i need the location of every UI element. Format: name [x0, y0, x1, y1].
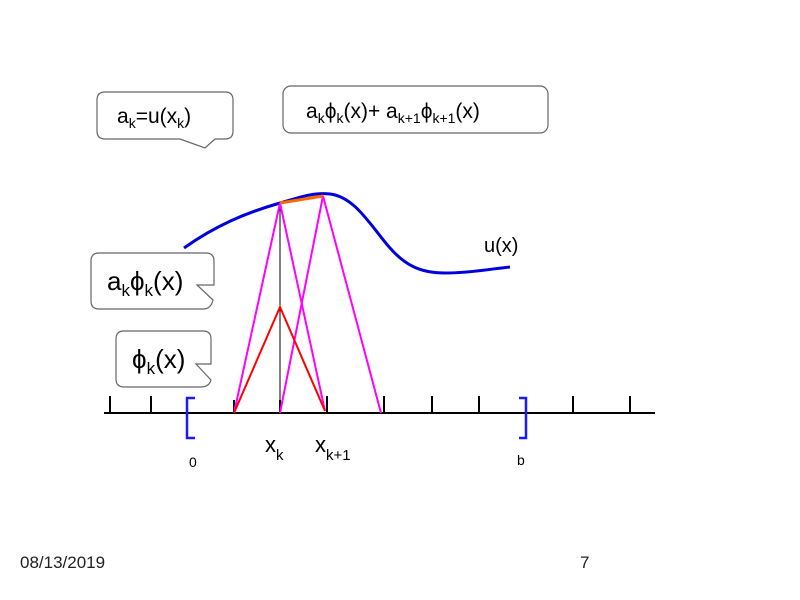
svg-text:ϕk(x): ϕk(x) [132, 344, 185, 378]
left-bracket [185, 396, 195, 440]
callout-combination: akϕk(x)+ ak+1ϕk+1(x) [282, 85, 549, 134]
page-number: 7 [580, 553, 590, 572]
curve-label: u(x) [484, 235, 518, 257]
hat-function-k1 [279, 195, 382, 414]
interpolant-segment [279, 194, 324, 205]
label-xk: xk [265, 432, 284, 464]
svg-text:akϕk(x)+ ak+1ϕk+1(x): akϕk(x)+ ak+1ϕk+1(x) [306, 100, 480, 126]
svg-text:akϕk(x): akϕk(x) [107, 266, 183, 300]
label-b: b [517, 452, 525, 468]
callout-coefficient: ak=u(xk) [96, 91, 234, 149]
u-curve [183, 192, 511, 275]
right-bracket [519, 396, 528, 440]
label-zero: 0 [189, 454, 197, 470]
callout-scaled-basis: akϕk(x) [90, 252, 215, 310]
basis-function-k [233, 304, 326, 414]
callout-basis: ϕk(x) [115, 330, 212, 388]
footer-date: 08/13/2019 [20, 553, 106, 572]
label-xk1: xk+1 [315, 432, 351, 464]
svg-text:ak=u(xk): ak=u(xk) [117, 105, 191, 131]
